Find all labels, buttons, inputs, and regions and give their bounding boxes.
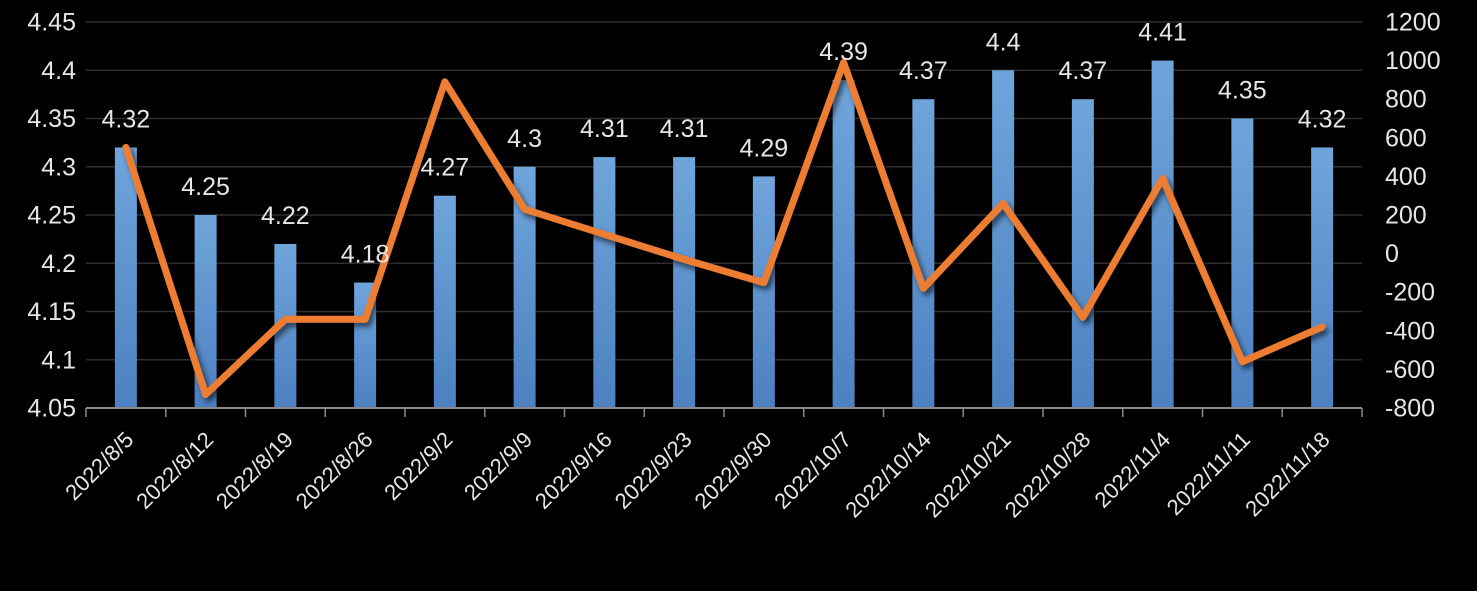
bar (832, 79, 855, 409)
x-axis-label: 2022/11/11 (1162, 427, 1255, 520)
bar-value-label: 4.29 (740, 134, 789, 162)
x-axis-label: 2022/8/5 (60, 427, 138, 505)
bar-value-label: 4.3 (507, 125, 542, 153)
right-axis-tick-label: -600 (1385, 356, 1435, 384)
bar (354, 282, 377, 408)
right-axis-tick-label: 1200 (1385, 9, 1441, 37)
left-axis-tick-label: 4.35 (27, 105, 76, 133)
left-axis-labels: 4.45 4.4 4.35 4.3 4.25 4.2 4.15 4.1 4.05 (27, 9, 76, 423)
bar (274, 243, 297, 408)
bar (1231, 118, 1254, 408)
bar (433, 195, 456, 408)
left-axis-tick-label: 4.2 (41, 250, 76, 278)
right-axis-tick-label: 600 (1385, 124, 1427, 152)
left-axis-tick-label: 4.3 (41, 153, 76, 181)
x-axis-label: 2022/10/21 (920, 427, 1016, 523)
x-axis-label: 2022/8/26 (291, 427, 378, 514)
bar (593, 157, 616, 408)
bar (114, 147, 137, 408)
bar-value-label: 4.37 (1059, 57, 1108, 85)
bar-value-label: 4.25 (181, 173, 230, 201)
left-axis-tick-label: 4.15 (27, 298, 76, 326)
left-axis-tick-label: 4.4 (41, 57, 76, 85)
x-axis-label: 2022/9/30 (690, 427, 777, 514)
left-axis-tick-label: 4.25 (27, 202, 76, 230)
bar (912, 99, 935, 408)
x-axis-label: 2022/9/2 (379, 427, 457, 505)
x-axis-label: 2022/10/28 (1000, 427, 1096, 523)
x-axis-label: 2022/9/9 (459, 427, 537, 505)
right-axis-tick-label: -400 (1385, 317, 1435, 345)
bar-series (114, 60, 1334, 409)
bar-value-label: 4.35 (1218, 77, 1267, 105)
x-axis-label: 2022/8/12 (131, 427, 218, 514)
right-axis-tick-label: 800 (1385, 86, 1427, 114)
bar-value-label: 4.39 (819, 38, 868, 66)
right-axis-tick-label: -200 (1385, 279, 1435, 307)
left-axis-tick-label: 4.1 (41, 346, 76, 374)
bar-value-label: 4.4 (986, 28, 1021, 56)
right-axis-tick-label: -800 (1385, 395, 1435, 423)
x-axis-label: 2022/8/19 (211, 427, 298, 514)
bar (992, 70, 1015, 408)
x-axis-label: 2022/9/16 (530, 427, 617, 514)
bar-value-labels: 4.32 4.25 4.22 4.18 4.27 4.3 4.31 4.31 4.29 4.39 4… (102, 19, 1347, 269)
left-axis-tick-label: 4.45 (27, 9, 76, 37)
bar-value-label: 4.37 (899, 57, 948, 85)
bar (513, 166, 536, 408)
left-axis-tick-label: 4.05 (27, 395, 76, 423)
right-axis-tick-label: 400 (1385, 163, 1427, 191)
x-axis-label: 2022/11/4 (1089, 427, 1175, 513)
right-axis-labels: 1200 1000 800 600 400 200 0 -200 -400 -600 -800 (1385, 9, 1441, 423)
bar (194, 215, 217, 408)
x-axis-label: 2022/9/23 (610, 427, 697, 514)
right-axis-tick-label: 0 (1385, 240, 1399, 268)
x-axis-label: 2022/11/18 (1240, 427, 1334, 521)
bar (673, 157, 696, 408)
bar-value-label: 4.41 (1138, 19, 1187, 47)
bar-value-label: 4.31 (580, 115, 629, 143)
bar-value-label: 4.18 (341, 241, 390, 269)
bar (1151, 60, 1174, 408)
bar (1071, 99, 1094, 408)
x-axis (85, 407, 1363, 417)
bar-value-label: 4.31 (660, 115, 709, 143)
bar-value-label: 4.27 (421, 154, 470, 182)
bar (752, 176, 775, 408)
bar-value-label: 4.22 (261, 202, 310, 230)
bar-value-label: 4.32 (102, 105, 151, 133)
line-series (122, 59, 1326, 398)
x-axis-label: 2022/10/14 (840, 427, 936, 523)
bar-value-label: 4.32 (1298, 105, 1347, 133)
right-axis-tick-label: 200 (1385, 202, 1427, 230)
right-axis-tick-label: 1000 (1385, 47, 1441, 75)
bar (1311, 147, 1334, 408)
